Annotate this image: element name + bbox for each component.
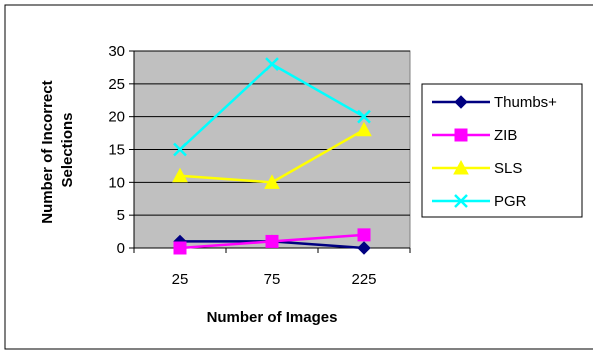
marker-stroke: [357, 109, 371, 124]
x-tick-label: 75: [264, 271, 281, 288]
data-point: [357, 228, 371, 242]
y-tick-label: 15: [108, 142, 125, 159]
y-tick-label: 0: [117, 240, 125, 257]
legend-label: SLS: [494, 160, 522, 177]
data-point: [173, 142, 187, 157]
y-tick-label: 10: [108, 174, 125, 191]
marker-stroke: [454, 194, 468, 208]
series-zib: [173, 228, 371, 255]
x-tick-label: 225: [351, 271, 376, 288]
legend-label: Thumbs+: [494, 94, 557, 111]
legend-marker: [454, 194, 468, 208]
legend-label: ZIB: [494, 127, 517, 144]
legend-item: Thumbs+: [432, 94, 557, 111]
data-point: [356, 121, 372, 137]
legend-marker: [454, 95, 468, 109]
y-tick-label: 5: [117, 207, 125, 224]
y-axis-title-line-2: Selections: [59, 112, 76, 187]
legend: Thumbs+ ZIB SLS PGR: [432, 94, 557, 210]
marker-stroke: [173, 142, 187, 157]
data-point: [357, 241, 371, 255]
data-point: [172, 167, 188, 183]
x-tick-labels: 25 75 225: [172, 271, 377, 288]
x-tick-label: 25: [172, 271, 189, 288]
x-axis-title: Number of Images: [207, 309, 338, 326]
legend-item: ZIB: [432, 127, 517, 144]
legend-marker: [454, 128, 468, 142]
data-point: [264, 174, 280, 189]
series-layer: [172, 57, 372, 255]
marker-stroke: [265, 57, 279, 72]
legend-item: SLS: [432, 159, 522, 177]
data-point: [173, 241, 187, 255]
data-point: [357, 109, 371, 124]
legend-item: PGR: [432, 193, 527, 210]
legend-box: [421, 83, 583, 218]
y-axis-title: Number of Incorrect Selections: [39, 76, 76, 224]
y-axis-title-line-1: Number of Incorrect: [39, 80, 56, 223]
y-tick-label: 20: [108, 109, 125, 126]
data-point: [265, 234, 279, 248]
legend-marker: [453, 159, 469, 175]
y-tick-label: 30: [108, 43, 125, 60]
y-tick-label: 25: [108, 76, 125, 93]
series-sls: [172, 121, 372, 189]
series-pgr: [173, 57, 371, 157]
legend-label: PGR: [494, 193, 527, 210]
y-tick-labels: 0 5 10 15 20 25 30: [108, 43, 125, 257]
data-point: [265, 57, 279, 72]
